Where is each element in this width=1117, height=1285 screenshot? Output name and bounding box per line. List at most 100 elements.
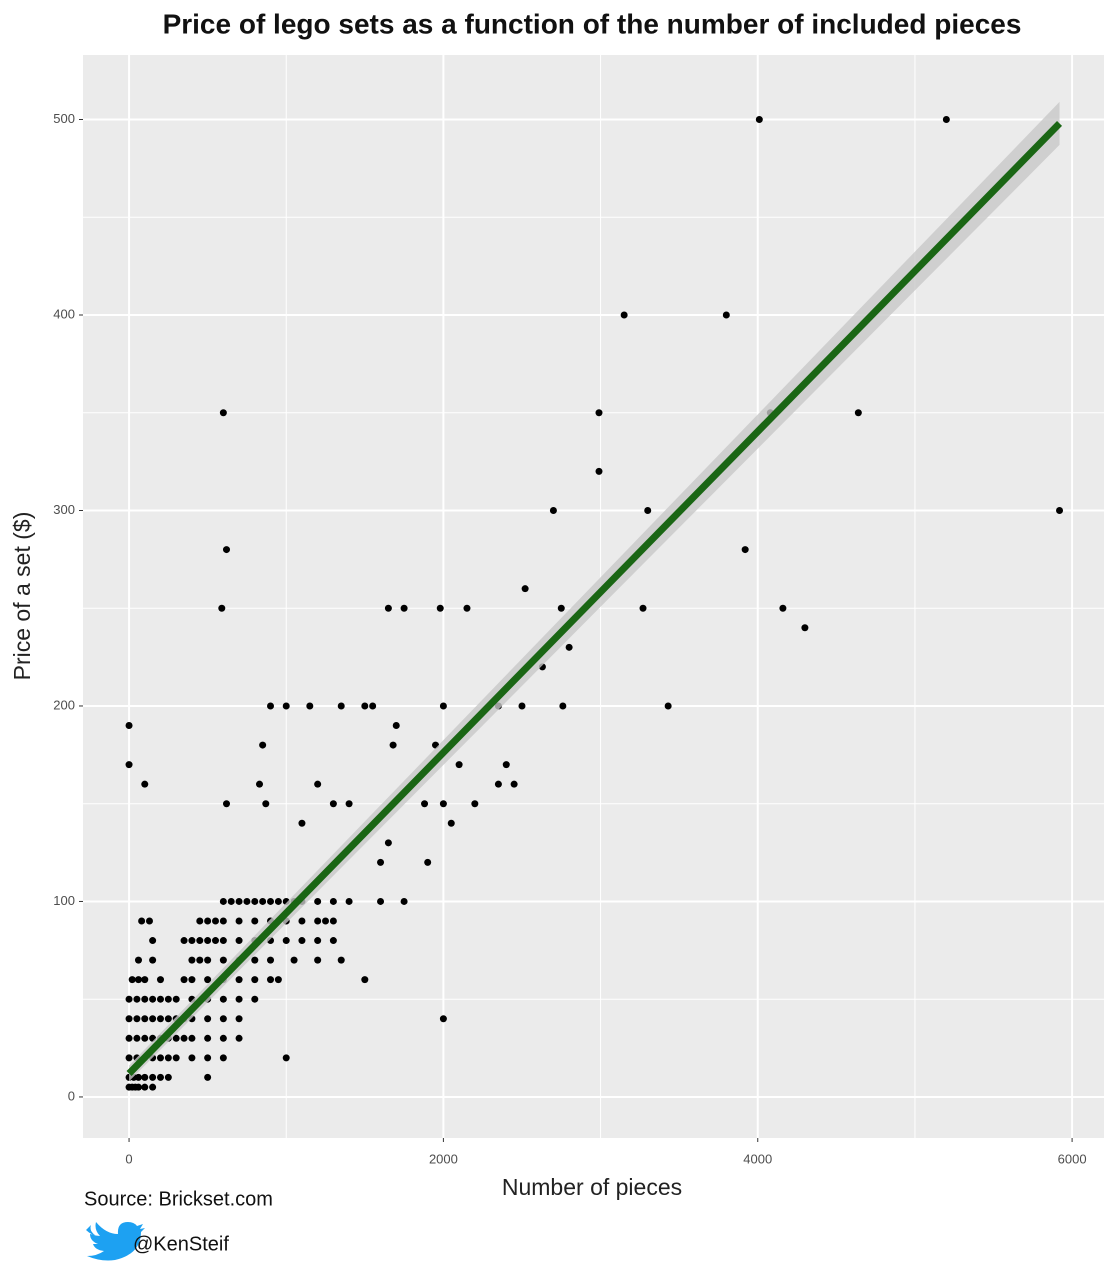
point <box>134 976 142 984</box>
point <box>149 1015 157 1023</box>
point <box>259 741 267 749</box>
point <box>329 800 337 808</box>
point <box>141 1083 149 1091</box>
point <box>125 722 133 730</box>
point <box>204 1073 212 1081</box>
point <box>854 409 862 417</box>
point <box>180 976 188 984</box>
point <box>267 897 275 905</box>
point <box>620 311 628 319</box>
point <box>149 937 157 945</box>
y-tick-label: 0 <box>68 1088 75 1103</box>
point <box>211 937 219 945</box>
twitter-icon <box>86 1222 145 1261</box>
point <box>779 604 787 612</box>
point <box>235 976 243 984</box>
point <box>345 897 353 905</box>
point <box>439 800 447 808</box>
point <box>138 917 146 925</box>
x-tick-label: 6000 <box>1058 1151 1087 1166</box>
point <box>722 311 730 319</box>
point <box>329 917 337 925</box>
point <box>149 1083 157 1091</box>
point <box>149 956 157 964</box>
point <box>314 897 322 905</box>
point <box>172 1054 180 1062</box>
point <box>455 761 463 769</box>
point <box>164 1054 172 1062</box>
point <box>314 780 322 788</box>
point <box>164 1073 172 1081</box>
point <box>251 976 259 984</box>
point <box>204 917 212 925</box>
point <box>133 1034 141 1042</box>
point <box>595 409 603 417</box>
point <box>235 917 243 925</box>
point <box>436 604 444 612</box>
point <box>219 995 227 1003</box>
point <box>447 819 455 827</box>
point <box>204 956 212 964</box>
point <box>243 897 251 905</box>
y-tick-label: 100 <box>53 893 75 908</box>
point <box>282 1054 290 1062</box>
point <box>329 897 337 905</box>
point <box>298 917 306 925</box>
point <box>141 1034 149 1042</box>
point <box>942 116 950 124</box>
point <box>741 546 749 554</box>
point <box>274 976 282 984</box>
point <box>377 897 385 905</box>
point <box>329 937 337 945</box>
point <box>125 995 133 1003</box>
point <box>345 800 353 808</box>
point <box>219 1034 227 1042</box>
point <box>421 800 429 808</box>
point <box>145 917 153 925</box>
point <box>196 917 204 925</box>
point <box>218 604 226 612</box>
point <box>125 1015 133 1023</box>
point <box>439 702 447 710</box>
chart-title: Price of lego sets as a function of the … <box>163 8 1022 39</box>
point <box>188 976 196 984</box>
point <box>369 702 377 710</box>
point <box>267 956 275 964</box>
point <box>172 995 180 1003</box>
point <box>259 897 267 905</box>
point <box>219 956 227 964</box>
point <box>322 917 330 925</box>
trend-line <box>126 120 1063 1076</box>
point <box>801 624 809 632</box>
point <box>282 702 290 710</box>
y-tick-label: 400 <box>53 306 75 321</box>
point <box>251 917 259 925</box>
point <box>125 1054 133 1062</box>
point <box>510 780 518 788</box>
point <box>424 858 432 866</box>
point <box>521 585 529 593</box>
point <box>196 937 204 945</box>
point <box>251 897 259 905</box>
point <box>134 1073 142 1081</box>
point <box>134 956 142 964</box>
point <box>559 702 567 710</box>
point <box>204 1015 212 1023</box>
point <box>389 741 397 749</box>
point <box>172 1034 180 1042</box>
point <box>141 1073 149 1081</box>
handle: @KenSteif <box>133 1233 229 1255</box>
point <box>314 937 322 945</box>
x-tick-label: 2000 <box>429 1151 458 1166</box>
point <box>439 1015 447 1023</box>
point <box>267 976 275 984</box>
point <box>314 917 322 925</box>
point <box>314 956 322 964</box>
point <box>235 897 243 905</box>
point <box>211 917 219 925</box>
point <box>196 956 204 964</box>
source: Source: Brickset.com <box>84 1188 273 1210</box>
y-tick-label: 500 <box>53 111 75 126</box>
point <box>149 1073 157 1081</box>
